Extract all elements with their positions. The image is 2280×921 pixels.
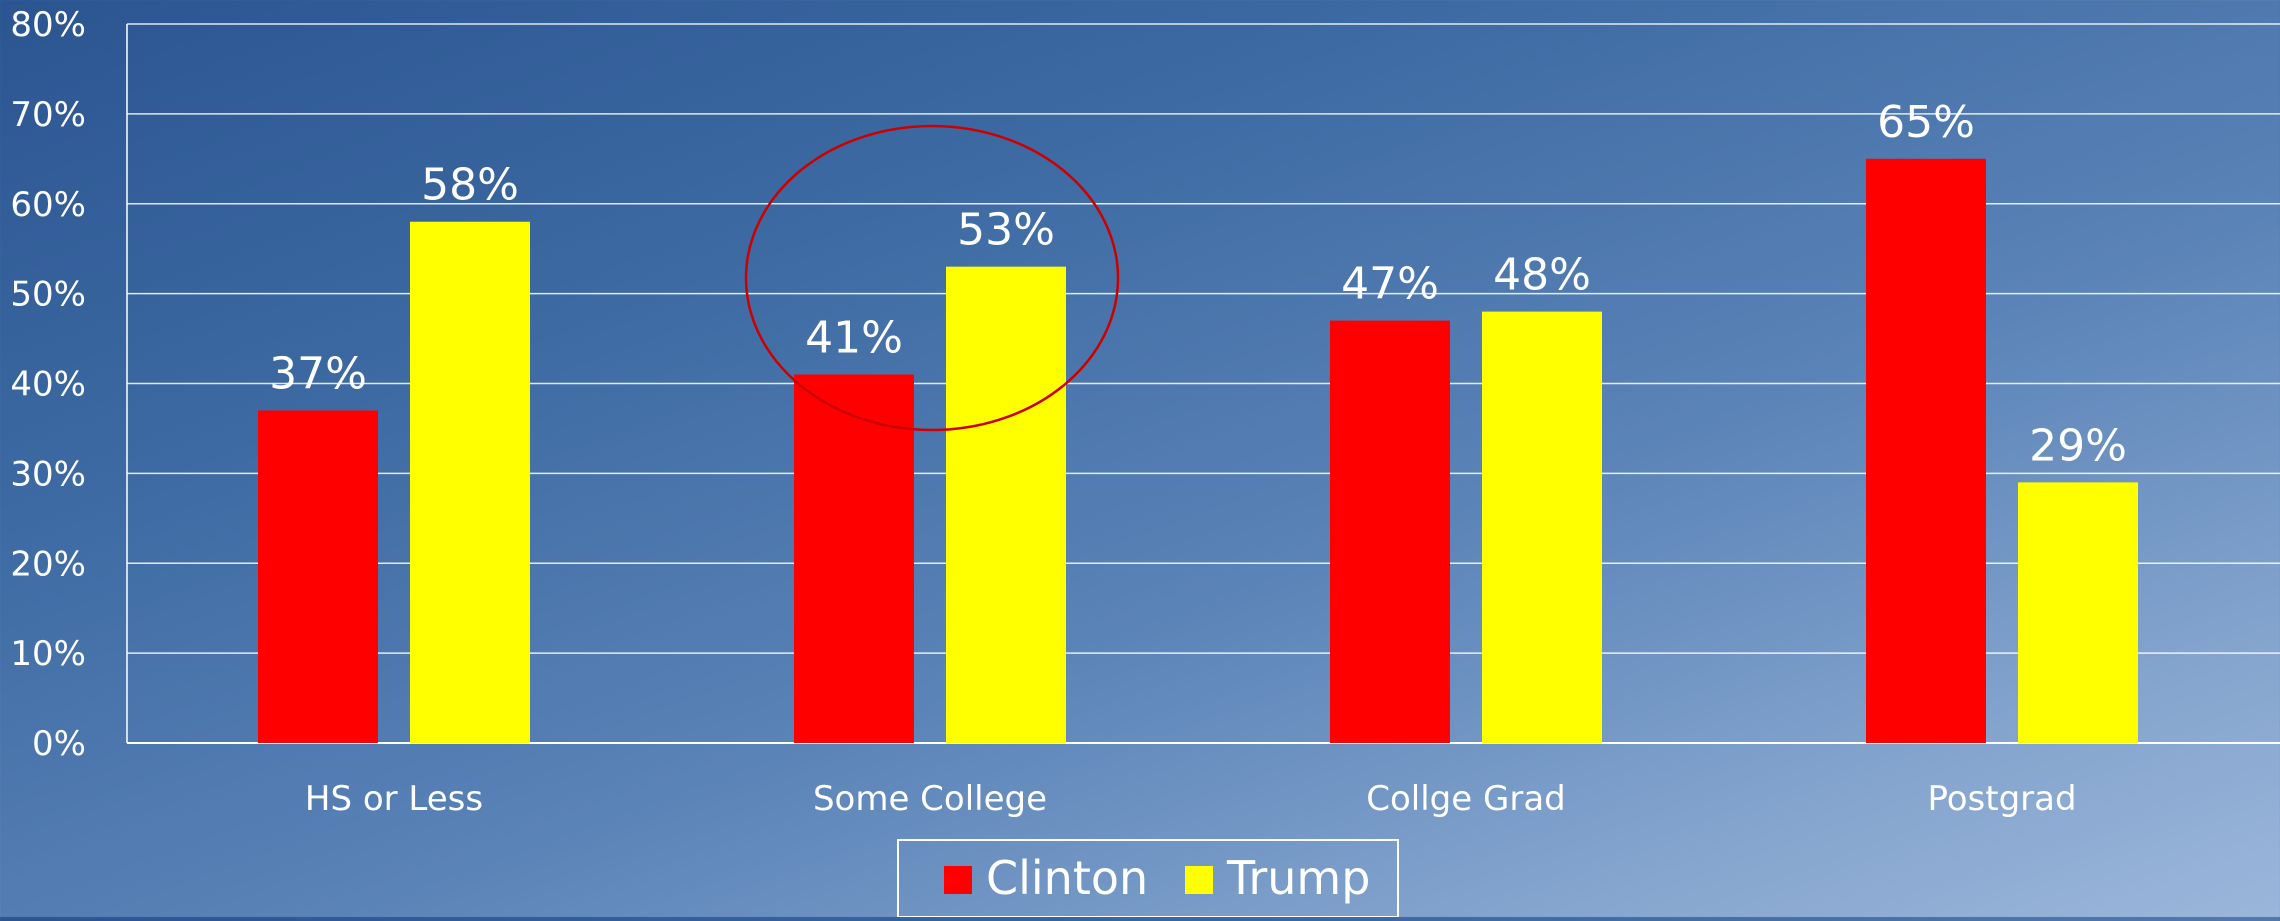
bar-clinton [258, 410, 378, 743]
y-tick-label: 30% [10, 454, 86, 494]
data-label: 48% [1493, 250, 1591, 301]
data-label: 41% [805, 313, 903, 364]
data-label: 29% [2029, 420, 2127, 471]
y-tick-label: 70% [10, 95, 86, 135]
category-label: Postgrad [1927, 779, 2076, 819]
data-label: 47% [1341, 259, 1439, 310]
data-label: 65% [1877, 97, 1975, 148]
y-tick-label: 50% [10, 275, 86, 315]
legend-swatch-clinton [944, 866, 972, 894]
category-label: Some College [813, 779, 1047, 819]
legend-label-clinton: Clinton [986, 851, 1148, 905]
bar-trump [946, 266, 1066, 743]
bar-trump [1482, 311, 1602, 743]
legend-swatch-trump [1185, 866, 1213, 894]
y-tick-label: 60% [10, 185, 86, 225]
bar-trump [2018, 482, 2138, 743]
y-tick-label: 10% [10, 634, 86, 674]
y-tick-label: 20% [10, 544, 86, 584]
y-tick-label: 0% [32, 724, 86, 764]
bar-clinton [794, 374, 914, 743]
data-label: 53% [957, 205, 1055, 256]
y-tick-label: 80% [10, 5, 86, 45]
bar-clinton [1330, 320, 1450, 743]
bar-trump [410, 221, 530, 744]
highlight-ellipse [744, 124, 1120, 432]
y-tick-label: 40% [10, 365, 86, 405]
bar-clinton [1866, 158, 1986, 743]
category-label: Collge Grad [1366, 779, 1565, 819]
data-label: 58% [421, 160, 519, 211]
data-label: 37% [269, 348, 367, 399]
legend-label-trump: Trump [1226, 851, 1370, 905]
category-label: HS or Less [305, 779, 483, 819]
